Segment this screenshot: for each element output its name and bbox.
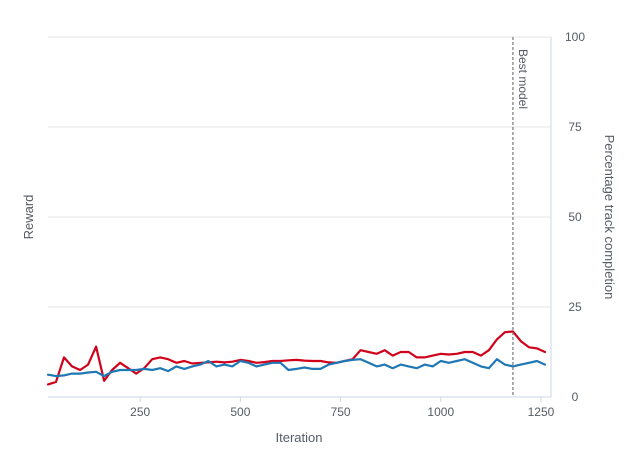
- y-tick-label-1: 25: [568, 300, 582, 314]
- x-axis-ticks: 250 500 750 1000 1250: [130, 397, 555, 419]
- x-tick-label-4: 1250: [528, 405, 555, 419]
- series-layer: [46, 330, 547, 386]
- y-tick-label-4: 100: [565, 30, 585, 44]
- x-tick-label-1: 500: [230, 405, 250, 419]
- y-tick-label-2: 50: [568, 210, 582, 224]
- x-tick-label-0: 250: [130, 405, 150, 419]
- series-line-track-completion: [46, 330, 547, 386]
- best-model-label: Best model: [516, 49, 530, 109]
- x-tick-label-2: 750: [331, 405, 351, 419]
- y-tick-label-3: 75: [568, 120, 582, 134]
- series-line-reward: [46, 358, 547, 378]
- best-model-annotation: Best model: [512, 37, 530, 397]
- right-axis-title: Percentage track completion: [602, 135, 617, 300]
- x-tick-label-3: 1000: [427, 405, 454, 419]
- grid-lines: [48, 36, 551, 308]
- left-axis-title: Reward: [21, 195, 36, 240]
- y-axis-ticks: 0 25 50 75 100: [565, 30, 585, 404]
- x-axis-title: Iteration: [276, 430, 323, 445]
- y-tick-label-0: 0: [572, 390, 579, 404]
